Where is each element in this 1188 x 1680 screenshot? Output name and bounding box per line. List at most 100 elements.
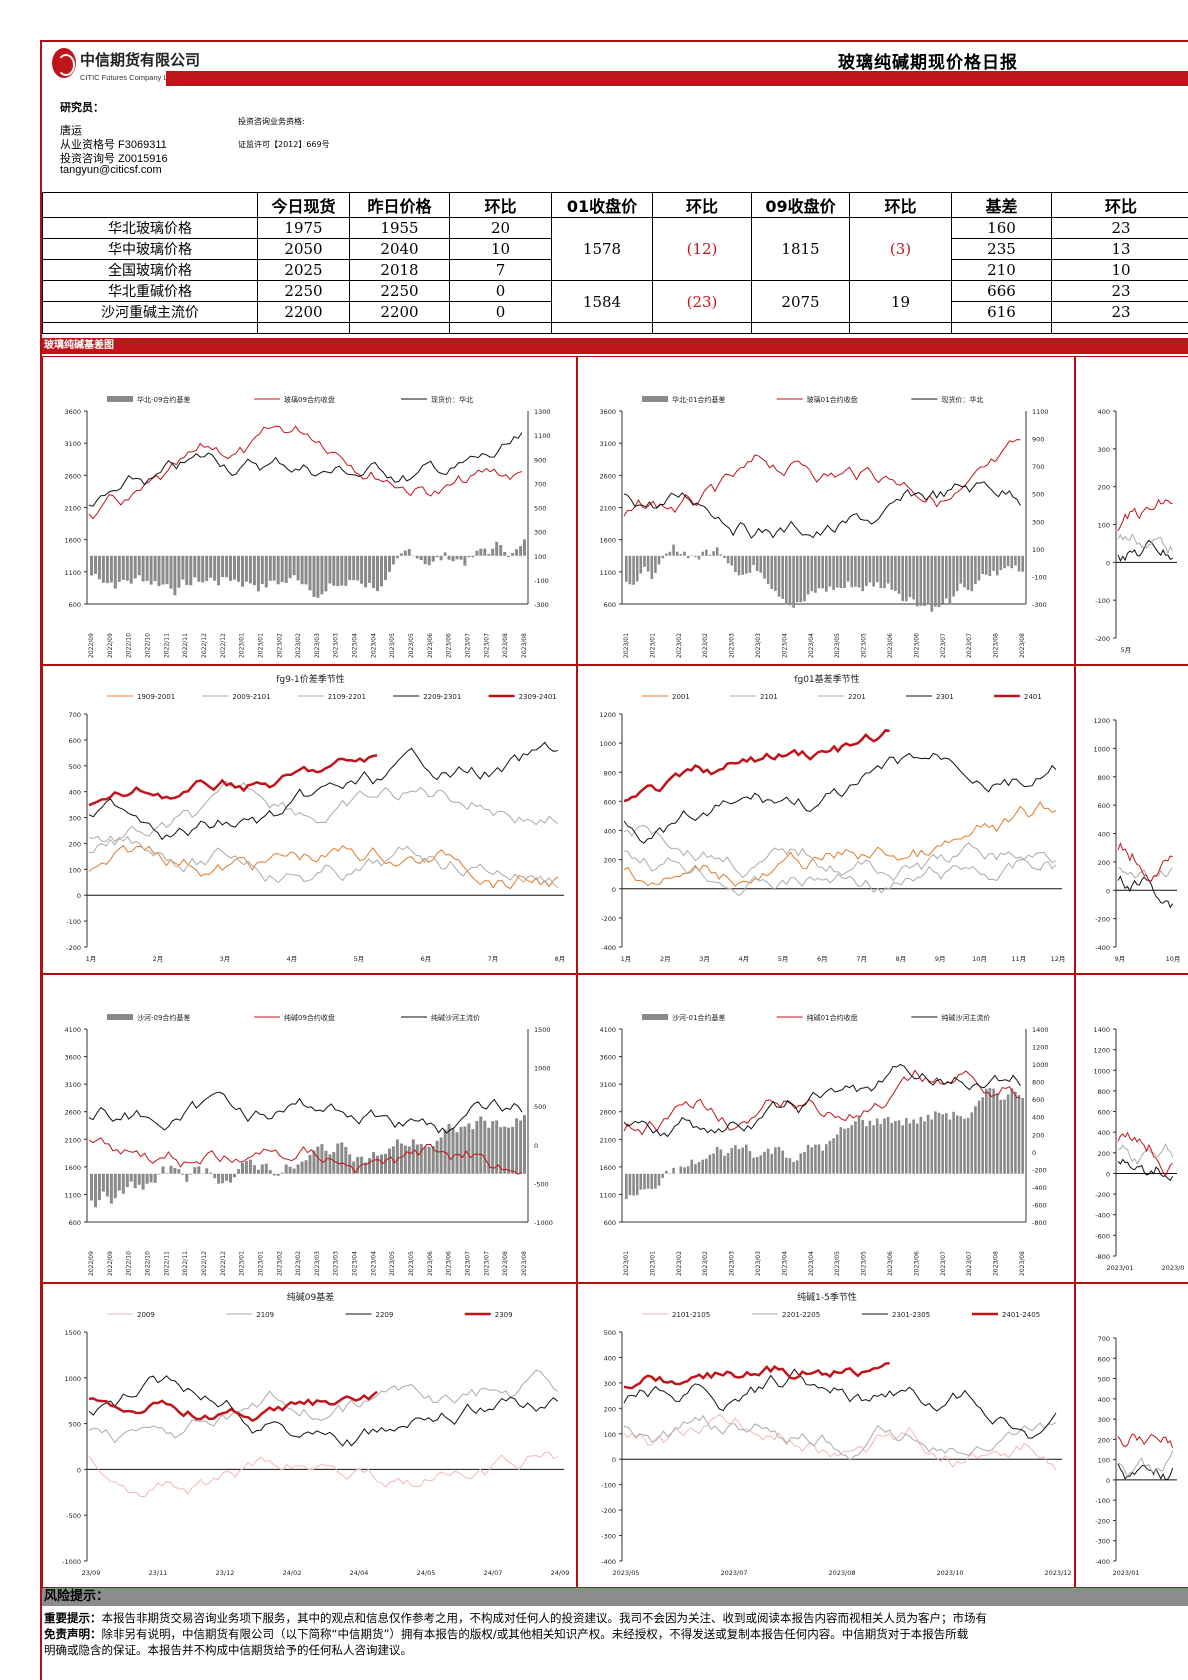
- y-tick-label: 0: [77, 1466, 81, 1474]
- y2-tick-label: -500: [534, 1180, 549, 1188]
- basis-bar: [726, 1153, 730, 1174]
- basis-bar: [467, 1123, 471, 1174]
- basis-bar: [403, 1145, 407, 1174]
- y2-tick-label: 100: [1032, 546, 1044, 554]
- y-tick-label: 2100: [64, 1136, 81, 1144]
- basis-bar: [503, 1126, 507, 1174]
- basis-bar: [157, 1173, 161, 1175]
- basis-bar: [324, 555, 328, 592]
- x-tick-label: 2023/05: [834, 1251, 841, 1276]
- x-tick-label: 2022/12: [201, 1251, 208, 1276]
- y-tick-label: -300: [1095, 1538, 1110, 1546]
- basis-bar: [300, 1161, 304, 1174]
- basis-bar: [777, 555, 781, 597]
- basis-bar: [683, 1167, 686, 1174]
- basis-bar: [945, 1113, 948, 1174]
- basis-bar: [129, 555, 133, 584]
- y-tick-label: 800: [1098, 774, 1110, 782]
- legend-label: 2001: [672, 693, 690, 701]
- company-logo: 中信期货有限公司 CITIC Futures Company Limited: [50, 46, 210, 86]
- disclaimer-label: 免责声明：: [44, 1627, 102, 1641]
- basis-bar: [312, 1150, 316, 1174]
- chart-svg: 700 600 500 400 300 200 100 0 -100 -200 -300 -40020…: [1095, 1335, 1177, 1577]
- x-tick-label: 2023/04: [808, 633, 815, 658]
- disclaimer-cont: 明确或隐含的保证。本报告并不构成中信期货给予的任何私人咨询建议。: [44, 1643, 412, 1657]
- glass-01-change: (12): [652, 217, 752, 281]
- series-line: [623, 1368, 1057, 1439]
- series-line: [88, 844, 559, 890]
- basis-bar: [519, 1120, 523, 1174]
- y2-tick-label: 1100: [1032, 408, 1049, 416]
- basis-bar: [241, 1162, 244, 1174]
- yesterday-price: 2250: [349, 280, 450, 302]
- basis-bar: [643, 555, 646, 567]
- basis-bar: [376, 555, 379, 592]
- basis-bar: [955, 1115, 959, 1174]
- basis-bar: [705, 1158, 708, 1174]
- y-tick-label: 3600: [64, 1054, 81, 1062]
- x-tick-label: 24/02: [283, 1569, 302, 1577]
- y-tick-label: 1000: [1093, 745, 1110, 753]
- y-tick-label: 1400: [1093, 1026, 1110, 1034]
- x-tick-label: 2月: [153, 955, 164, 963]
- x-tick-label: 4月: [287, 955, 298, 963]
- y-tick-label: 600: [604, 1219, 616, 1227]
- basis-bar: [252, 1165, 256, 1174]
- x-tick-label: 2022/11: [163, 633, 170, 658]
- y2-tick-label: 600: [1032, 1096, 1044, 1104]
- basis-bar: [970, 1112, 974, 1174]
- basis-bar: [683, 551, 686, 556]
- series-line: [623, 481, 1021, 539]
- basis-bar: [1003, 555, 1006, 569]
- y-tick-label: 1200: [1093, 1047, 1110, 1055]
- basis-bar: [628, 1173, 632, 1196]
- y-tick-label: 600: [1098, 1355, 1110, 1363]
- y-tick-label: 200: [604, 1405, 616, 1413]
- basis-bar: [225, 1173, 229, 1181]
- basis-bar: [948, 1119, 952, 1174]
- basis-bar: [825, 555, 828, 592]
- x-tick-label: 2023/07: [940, 1251, 947, 1276]
- x-tick-label: 10月: [1166, 955, 1181, 963]
- y2-tick-label: 500: [1032, 491, 1044, 499]
- series-line: [88, 836, 559, 888]
- legend-label: 2109: [256, 1311, 274, 1319]
- soda-09-change: 19: [849, 280, 952, 323]
- basis-bar: [109, 555, 113, 583]
- basis-bar: [879, 1124, 883, 1174]
- y-tick-label: 2600: [599, 1109, 616, 1117]
- legend-label: 2101: [760, 693, 778, 701]
- y-tick-label: -200: [601, 915, 616, 923]
- basis-bar: [411, 1139, 415, 1174]
- basis-bar: [141, 1173, 145, 1190]
- y2-tick-label: 700: [534, 480, 546, 488]
- basis-bar: [344, 555, 348, 586]
- basis-bar: [661, 555, 664, 559]
- x-tick-label: 2023/07: [966, 633, 973, 658]
- basis-bar: [348, 1154, 352, 1174]
- x-tick-label: 2023/04: [808, 1251, 815, 1276]
- basis-bar: [752, 1157, 755, 1174]
- y-tick-label: 300: [1098, 1416, 1110, 1424]
- basis-bar: [679, 554, 683, 556]
- x-tick-label: 2023/03: [333, 1251, 340, 1276]
- basis-bar: [217, 1173, 221, 1184]
- basis-bar: [471, 1129, 475, 1174]
- biz-qualification-label: 投资咨询业务资格:: [238, 117, 305, 126]
- important-notice: 重要提示：本报告非期货交易咨询业务项下服务，其中的观点和信息仅作参考之用，不构成…: [44, 1610, 1188, 1626]
- y-tick-label: 700: [69, 711, 81, 719]
- basis-bar: [850, 555, 854, 588]
- legend-label: 华北-01合约基差: [672, 395, 725, 404]
- basis-bar: [189, 555, 193, 586]
- series-line: [88, 1137, 523, 1175]
- y-tick-label: 600: [69, 737, 81, 745]
- analyst-email[interactable]: tangyun@citicsf.com: [60, 164, 162, 176]
- header-cell: 环比: [652, 192, 752, 218]
- basis: 666: [951, 280, 1052, 302]
- x-tick-label: 2023/07: [940, 633, 947, 658]
- basis-bar: [919, 1116, 923, 1174]
- basis-bar: [248, 1159, 252, 1174]
- basis-bar: [495, 541, 499, 556]
- header-cell: 环比: [449, 192, 552, 218]
- y2-tick-label: 100: [534, 553, 546, 561]
